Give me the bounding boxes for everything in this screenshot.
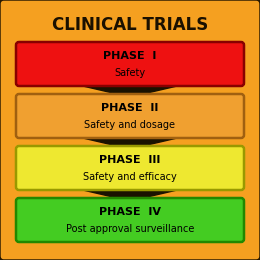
FancyBboxPatch shape xyxy=(16,146,244,190)
Text: Safety: Safety xyxy=(114,68,146,78)
Polygon shape xyxy=(70,83,190,97)
FancyBboxPatch shape xyxy=(16,94,244,138)
Polygon shape xyxy=(70,135,190,149)
Text: PHASE  I: PHASE I xyxy=(103,51,157,61)
Text: Post approval surveillance: Post approval surveillance xyxy=(66,224,194,234)
Text: CLINICAL TRIALS: CLINICAL TRIALS xyxy=(52,16,208,34)
Text: Safety and efficacy: Safety and efficacy xyxy=(83,172,177,182)
FancyBboxPatch shape xyxy=(16,42,244,86)
Text: PHASE  II: PHASE II xyxy=(101,103,159,113)
Text: PHASE  IV: PHASE IV xyxy=(99,207,161,217)
FancyBboxPatch shape xyxy=(16,198,244,242)
Polygon shape xyxy=(70,187,190,201)
Text: Safety and dosage: Safety and dosage xyxy=(84,120,176,130)
Text: PHASE  III: PHASE III xyxy=(99,155,161,165)
